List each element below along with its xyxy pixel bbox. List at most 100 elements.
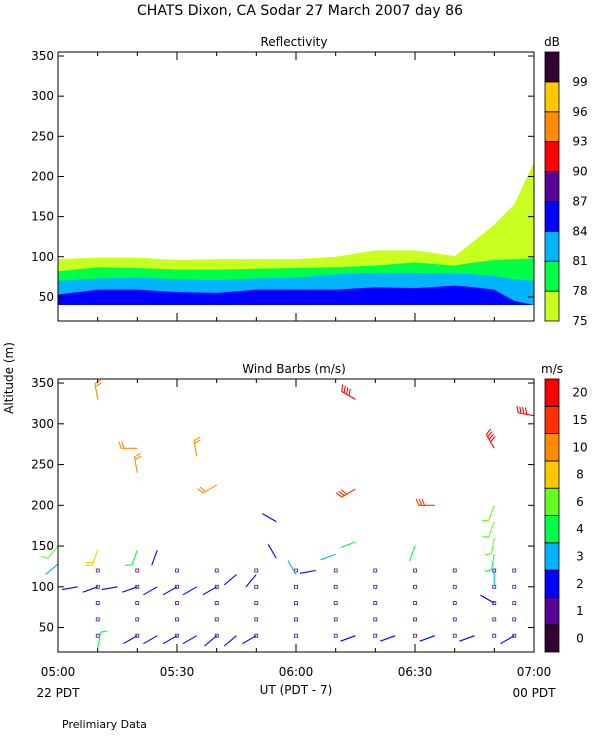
wind-barb xyxy=(197,484,218,494)
wind-barb xyxy=(124,549,138,566)
calm-marker xyxy=(294,601,298,606)
y-tick-label: 350 xyxy=(31,376,54,390)
wind-barb xyxy=(262,513,277,523)
wind-barb xyxy=(415,498,435,506)
x-axis-label: UT (PDT - 7) xyxy=(260,683,333,697)
calm-marker xyxy=(135,568,140,573)
calm-marker xyxy=(95,633,100,638)
wind-barb xyxy=(380,635,396,642)
calm-marker xyxy=(452,568,457,573)
wind-barb xyxy=(151,549,158,566)
footnote: Prelimiary Data xyxy=(62,718,147,731)
colorbar-label: 1 xyxy=(576,604,584,618)
wind-barb xyxy=(481,505,495,521)
calm-marker xyxy=(373,633,378,638)
calm-marker xyxy=(214,601,219,606)
calm-marker xyxy=(413,633,417,638)
y-tick-label: 200 xyxy=(31,169,54,183)
colorbar-swatch xyxy=(544,405,560,434)
wind-barb xyxy=(484,554,495,572)
wind-barb xyxy=(40,545,59,559)
colorbar-label: 3 xyxy=(576,549,584,563)
colorbar-swatch xyxy=(544,141,560,172)
wind-barb xyxy=(61,586,78,591)
calm-marker xyxy=(413,584,417,589)
y-axis-label: Altitude (m) xyxy=(2,342,16,414)
colorbar-label: 6 xyxy=(576,495,584,509)
calm-marker xyxy=(175,633,179,638)
wind-barb-title: Wind Barbs (m/s) xyxy=(242,362,346,376)
colorbar-swatch xyxy=(544,542,560,571)
calm-marker xyxy=(175,601,179,606)
calm-marker xyxy=(492,617,497,622)
y-tick-label: 250 xyxy=(31,129,54,143)
calm-marker xyxy=(333,584,338,589)
left-date-label: 22 PDT xyxy=(37,686,81,700)
wind-barb xyxy=(320,553,336,561)
colorbar-swatch xyxy=(544,290,560,322)
wind-barb-frame xyxy=(57,378,535,653)
calm-marker xyxy=(135,601,140,606)
y-tick-label: 300 xyxy=(31,89,54,103)
x-tick-label: 05:30 xyxy=(160,665,195,679)
wind-barb xyxy=(143,635,158,645)
y-tick-label: 200 xyxy=(31,498,54,512)
calm-marker xyxy=(512,568,517,573)
calm-marker xyxy=(95,568,100,573)
colorbar-label: 96 xyxy=(572,105,587,119)
colorbar-swatch xyxy=(544,51,560,83)
calm-marker xyxy=(214,633,219,638)
calm-marker xyxy=(373,601,378,606)
colorbar-label: 2 xyxy=(576,577,584,591)
calm-marker xyxy=(254,584,259,589)
calm-marker xyxy=(373,568,378,573)
calm-marker xyxy=(512,601,517,606)
calm-marker xyxy=(452,584,457,589)
wind-barb xyxy=(245,574,257,588)
wind-barb xyxy=(409,545,416,562)
wind-barb xyxy=(122,586,138,593)
wind-barb xyxy=(267,544,277,559)
calm-marker xyxy=(294,633,298,638)
colorbar-swatch xyxy=(544,515,560,544)
wind-barb xyxy=(500,635,515,645)
calm-marker xyxy=(175,617,179,622)
calm-marker xyxy=(333,568,338,573)
calm-marker xyxy=(135,633,140,638)
colorbar-label: 90 xyxy=(572,165,587,179)
colorbar-swatch xyxy=(544,201,560,232)
x-tick-label: 06:30 xyxy=(398,665,433,679)
wind-barb xyxy=(223,574,237,586)
calm-marker xyxy=(294,584,298,589)
wind-barb xyxy=(123,635,138,645)
wind-barb xyxy=(481,521,495,538)
colorbar-swatch xyxy=(544,230,560,262)
colorbar-label: 87 xyxy=(572,194,587,208)
colorbar-label: 78 xyxy=(572,284,587,298)
wind-barb xyxy=(193,436,201,457)
wind-barb xyxy=(223,635,237,647)
page-title: CHATS Dixon, CA Sodar 27 March 2007 day … xyxy=(137,3,463,19)
wind-barb xyxy=(45,563,59,575)
calm-marker xyxy=(95,617,100,622)
wind-barb xyxy=(162,635,178,645)
colorbar-label: 84 xyxy=(572,224,587,238)
colorbar-label: 15 xyxy=(572,413,587,427)
colorbar-label: 75 xyxy=(572,314,587,328)
colorbar-swatch xyxy=(544,171,560,202)
calm-marker xyxy=(135,617,140,622)
calm-marker xyxy=(333,601,338,606)
y-tick-label: 50 xyxy=(39,621,54,635)
colorbar-swatch xyxy=(544,487,560,516)
reflectivity-contour-84 xyxy=(58,285,534,305)
wind-barb xyxy=(182,586,198,596)
wind-barb xyxy=(485,428,496,449)
calm-marker xyxy=(214,568,219,573)
y-tick-label: 250 xyxy=(31,458,54,472)
colorbar-label: 99 xyxy=(572,75,587,89)
calm-marker xyxy=(452,617,457,622)
colorbar-swatch xyxy=(544,597,560,626)
reflectivity-axes: 50 100 150 200 250 300 350 xyxy=(31,49,535,321)
wind-barb xyxy=(101,586,118,591)
y-tick-label: 300 xyxy=(31,417,54,431)
